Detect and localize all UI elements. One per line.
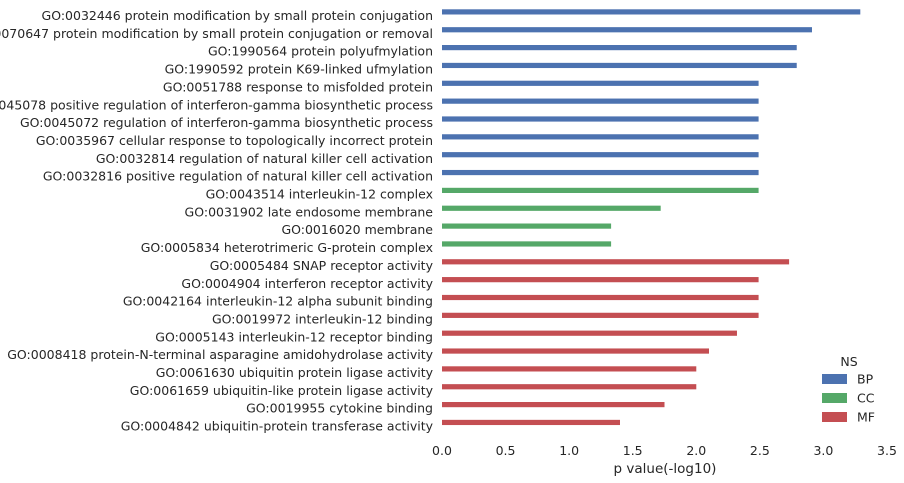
category-label: GO:0051788 response to misfolded protein <box>163 79 433 94</box>
category-labels: GO:0032446 protein modification by small… <box>0 8 434 434</box>
category-label: GO:0005834 heterotrimeric G-protein comp… <box>141 240 433 255</box>
legend: NS BP CC MF <box>822 354 875 425</box>
bar-mf <box>442 402 665 408</box>
category-label: GO:0045072 regulation of interferon-gamm… <box>20 115 433 130</box>
category-label: GO:0032814 regulation of natural killer … <box>96 151 433 166</box>
x-tick-label: 2.5 <box>750 443 770 458</box>
category-label: GO:0008418 protein-N-terminal asparagine… <box>7 347 433 362</box>
bar-bp <box>442 9 861 15</box>
category-label: GO:0061659 ubiquitin-like protein ligase… <box>130 383 434 398</box>
bar-cc <box>442 187 759 193</box>
bar-bp <box>442 134 759 140</box>
bars-layer <box>442 9 861 426</box>
legend-label-bp: BP <box>857 372 874 387</box>
bar-cc <box>442 241 612 247</box>
category-label: GO:0019972 interleukin-12 binding <box>212 311 433 326</box>
bar-mf <box>442 259 790 265</box>
bar-mf <box>442 294 759 301</box>
category-label: GO:0042164 interleukin-12 alpha subunit … <box>123 294 433 309</box>
bar-mf <box>442 330 737 336</box>
category-label: GO:0061630 ubiquitin protein ligase acti… <box>156 365 434 380</box>
category-label: GO:0005484 SNAP receptor activity <box>210 258 434 273</box>
category-label: GO:0035967 cellular response to topologi… <box>36 133 433 148</box>
category-label: GO:0019955 cytokine binding <box>246 401 433 416</box>
category-label: GO:0032816 positive regulation of natura… <box>43 169 433 184</box>
bar-cc <box>442 205 661 211</box>
category-label: GO:1990592 protein K69-linked ufmylation <box>165 62 433 77</box>
x-axis-label: p value(-log10) <box>614 461 717 477</box>
x-tick-label: 1.0 <box>559 443 579 458</box>
legend-label-cc: CC <box>857 391 875 406</box>
bar-mf <box>442 348 709 354</box>
legend-swatch-cc <box>822 393 847 403</box>
bar-bp <box>442 152 759 158</box>
bar-mf <box>442 419 620 426</box>
legend-swatch-bp <box>822 374 847 384</box>
category-label: GO:0045078 positive regulation of interf… <box>0 97 433 112</box>
x-tick-label: 3.5 <box>877 443 897 458</box>
x-axis-ticks: 0.0 0.5 1.0 1.5 2.0 2.5 3.0 3.5 <box>432 443 897 458</box>
category-label: GO:0004904 interferon receptor activity <box>181 276 433 291</box>
x-tick-label: 1.5 <box>623 443 643 458</box>
bar-bp <box>442 116 759 122</box>
bar-bp <box>442 27 812 33</box>
x-tick-label: 0.0 <box>432 443 452 458</box>
bar-bp <box>442 45 797 51</box>
category-label: GO:0070647 protein modification by small… <box>0 26 433 41</box>
bar-mf <box>442 366 697 372</box>
x-tick-label: 3.0 <box>813 443 833 458</box>
legend-entries: BP CC MF <box>822 372 875 425</box>
x-tick-label: 0.5 <box>496 443 516 458</box>
category-label: GO:1990564 protein polyufmylation <box>208 44 433 59</box>
bar-bp <box>442 169 759 176</box>
bar-mf <box>442 384 697 390</box>
category-label: GO:0005143 interleukin-12 receptor bindi… <box>155 329 433 344</box>
category-label: GO:0016020 membrane <box>281 222 433 237</box>
legend-label-mf: MF <box>857 410 875 425</box>
category-label: GO:0031902 late endosome membrane <box>185 204 434 219</box>
bar-bp <box>442 98 759 104</box>
bar-mf <box>442 312 759 318</box>
bar-bp <box>442 80 759 86</box>
category-label: GO:0004842 ubiquitin-protein transferase… <box>121 419 434 434</box>
x-tick-label: 2.0 <box>686 443 706 458</box>
category-label: GO:0032446 protein modification by small… <box>42 8 433 23</box>
bar-cc <box>442 223 612 229</box>
bar-mf <box>442 277 759 283</box>
bar-bp <box>442 62 797 69</box>
category-label: GO:0043514 interleukin-12 complex <box>206 187 433 202</box>
legend-title: NS <box>840 354 857 369</box>
legend-swatch-mf <box>822 412 847 422</box>
